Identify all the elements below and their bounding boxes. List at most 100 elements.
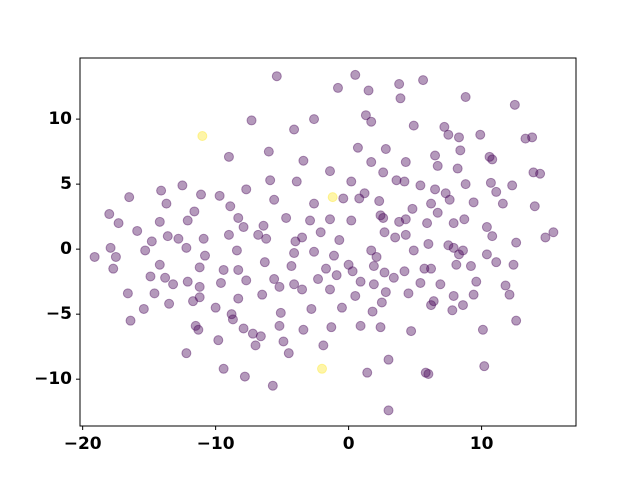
scatter-point [318, 340, 329, 351]
scatter-point [360, 110, 371, 121]
scatter-point [315, 227, 326, 238]
scatter-point [225, 201, 236, 212]
scatter-point [177, 180, 188, 191]
scatter-point [164, 298, 175, 309]
scatter-point [223, 229, 234, 240]
y-tick-label: 10 [48, 109, 72, 129]
scatter-point [125, 315, 136, 326]
scatter-point [132, 225, 143, 236]
scatter-point [105, 242, 116, 253]
scatter-point [391, 175, 402, 186]
scatter-point [146, 236, 157, 247]
scatter-point [194, 281, 205, 292]
scatter-point [507, 180, 518, 191]
scatter-point [218, 264, 229, 275]
scatter-point [263, 146, 274, 157]
scatter-point [355, 276, 366, 287]
scatter-point [289, 279, 300, 290]
scatter-point [400, 214, 411, 225]
scatter-point [334, 235, 345, 246]
scatter-point [426, 263, 437, 274]
scatter-point [528, 167, 539, 178]
scatter-point [250, 340, 261, 351]
scatter-point [196, 189, 207, 200]
scatter-point [231, 245, 242, 256]
scatter-point [350, 69, 361, 80]
scatter-point [297, 232, 308, 243]
scatter-point [182, 215, 193, 226]
scatter-point [145, 271, 156, 282]
scatter-point [336, 302, 347, 313]
x-tick-label: 0 [343, 434, 355, 454]
scatter-point [508, 259, 519, 270]
scatter-point [173, 233, 184, 244]
scatter-point [214, 190, 225, 201]
scatter-point [298, 155, 309, 166]
scatter-point [430, 150, 441, 161]
scatter-point [190, 320, 201, 331]
scatter-point [481, 222, 492, 233]
scatter-point [394, 216, 405, 227]
scatter-point [306, 303, 317, 314]
scatter-point [520, 133, 531, 144]
scatter-point [511, 237, 522, 248]
scatter-point [154, 216, 165, 227]
scatter-point [497, 198, 508, 209]
scatter-point [435, 279, 446, 290]
scatter-point [326, 322, 337, 333]
scatter-point [317, 363, 328, 374]
scatter-point [468, 197, 479, 208]
scatter-point [108, 263, 119, 274]
scatter-point [350, 290, 361, 301]
scatter-point [89, 251, 100, 262]
scatter-point [213, 335, 224, 346]
scatter-point [403, 288, 414, 299]
scatter-point [465, 261, 476, 272]
scatter-point [352, 142, 363, 153]
scatter-point [274, 281, 285, 292]
scatter-point [408, 120, 419, 131]
scatter-point [453, 132, 464, 143]
scatter-point [241, 275, 252, 286]
scatter-point [378, 212, 389, 223]
scatter-point [223, 151, 234, 162]
scatter-point [491, 257, 502, 268]
scatter-point [291, 176, 302, 187]
scatter-point [452, 163, 463, 174]
scatter-point [440, 188, 451, 199]
scatter-point [233, 212, 244, 223]
scatter-point [267, 380, 278, 391]
scatter-point [380, 144, 391, 155]
scatter-point [481, 249, 492, 260]
scatter-point [313, 274, 324, 285]
scatter-point [198, 233, 209, 244]
scatter-point [265, 175, 276, 186]
scatter-point [168, 279, 179, 290]
scatter-point [363, 85, 374, 96]
scatter-point [238, 222, 249, 233]
scatter-point [269, 274, 280, 285]
scatter-point [379, 267, 390, 278]
scatter-point [181, 348, 192, 359]
scatter-point [156, 185, 167, 196]
scatter-point [407, 203, 418, 214]
scatter-point [275, 307, 286, 318]
scatter-point [491, 186, 502, 197]
scatter-point [226, 309, 237, 320]
scatter-point [457, 300, 468, 311]
scatter-point [194, 262, 205, 273]
scatter-point [418, 75, 429, 86]
scatter-point [104, 209, 115, 220]
x-tick-label: −20 [64, 434, 102, 454]
scatter-point [347, 266, 358, 277]
scatter-point [290, 236, 301, 247]
scatter-point [199, 250, 210, 261]
scatter-point [253, 229, 264, 240]
scatter-point [269, 194, 280, 205]
scatter-point [535, 168, 546, 179]
scatter-point [161, 198, 172, 209]
scatter-point [479, 361, 490, 372]
scatter-point [110, 251, 121, 262]
scatter-point [439, 121, 450, 132]
